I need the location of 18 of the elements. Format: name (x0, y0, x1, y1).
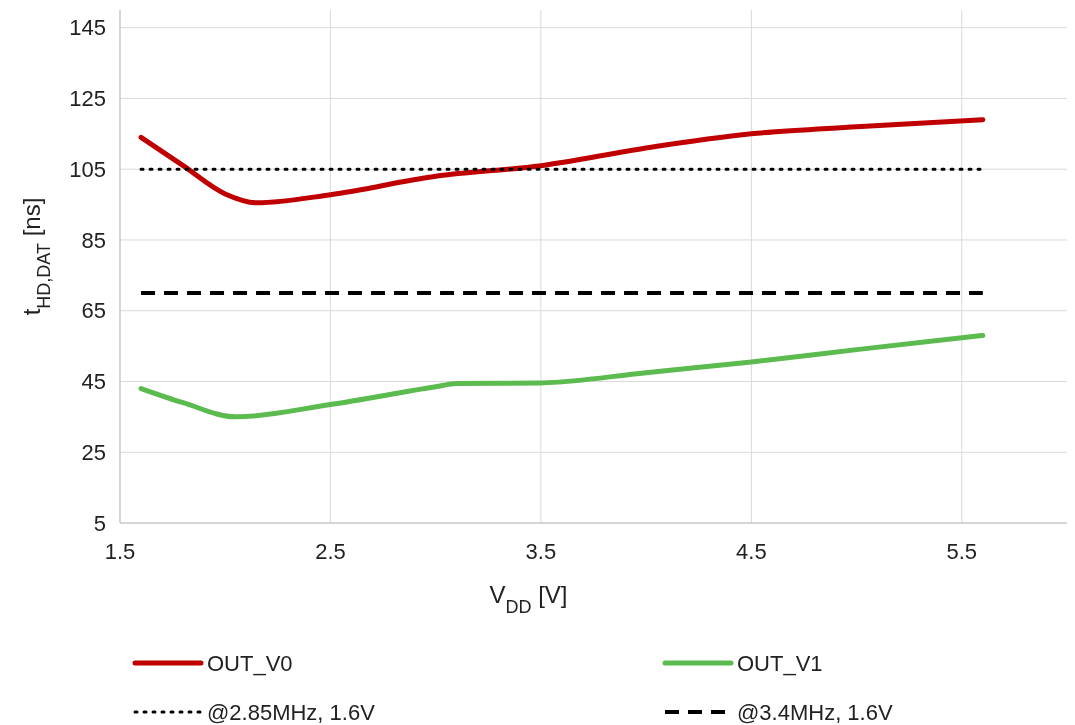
x-tick-label: 3.5 (525, 539, 557, 564)
legend-label: OUT_V0 (207, 650, 293, 676)
y-tick-label: 65 (81, 298, 106, 324)
y-tick-label: 45 (81, 369, 106, 395)
x-tick-label: 1.5 (104, 539, 136, 564)
legend-label: @2.85MHz, 1.6V (207, 699, 376, 725)
y-tick-label: 145 (69, 15, 106, 41)
y-tick-label: 125 (69, 86, 106, 112)
legend-label: @3.4MHz, 1.6V (737, 699, 893, 725)
x-tick-label: 5.5 (946, 539, 978, 564)
y-tick-label: 105 (69, 156, 106, 182)
y-tick-label: 5 (93, 510, 106, 536)
x-tick-label: 4.5 (736, 539, 767, 564)
legend-label: OUT_V1 (737, 650, 823, 676)
x-tick-label: 2.5 (315, 539, 346, 564)
x-axis-title: V$_{DD}$ [V] (489, 581, 568, 617)
y-tick-label: 25 (81, 439, 106, 465)
y-tick-label: 85 (81, 227, 106, 253)
